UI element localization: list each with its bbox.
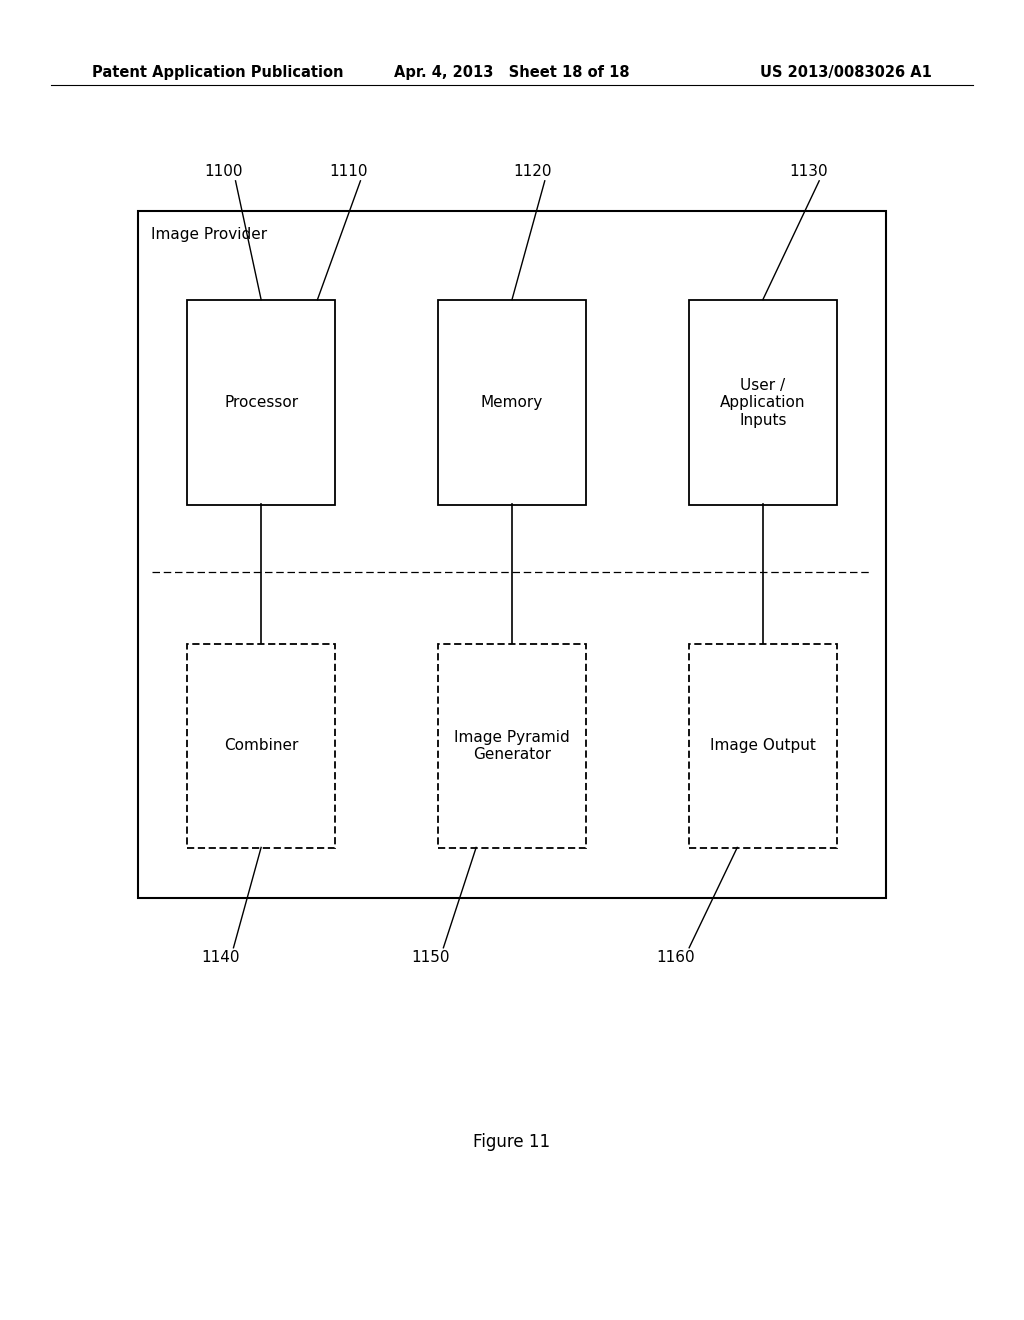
Text: Combiner: Combiner <box>224 738 298 754</box>
Text: Image Pyramid
Generator: Image Pyramid Generator <box>454 730 570 762</box>
Text: Processor: Processor <box>224 395 298 411</box>
Text: 1100: 1100 <box>204 164 243 180</box>
Text: Image Output: Image Output <box>710 738 816 754</box>
Bar <box>688 644 838 849</box>
Text: User /
Application
Inputs: User / Application Inputs <box>720 378 806 428</box>
Bar <box>186 644 336 849</box>
Text: 1140: 1140 <box>201 949 240 965</box>
Text: US 2013/0083026 A1: US 2013/0083026 A1 <box>760 65 932 79</box>
Text: Image Provider: Image Provider <box>151 227 266 242</box>
Text: Apr. 4, 2013   Sheet 18 of 18: Apr. 4, 2013 Sheet 18 of 18 <box>394 65 630 79</box>
Bar <box>186 301 336 506</box>
Bar <box>138 211 886 898</box>
Text: Memory: Memory <box>481 395 543 411</box>
Text: 1120: 1120 <box>513 164 552 180</box>
Text: Figure 11: Figure 11 <box>473 1133 551 1151</box>
Bar <box>438 301 586 506</box>
Bar <box>688 301 838 506</box>
Text: 1130: 1130 <box>790 164 828 180</box>
Text: 1110: 1110 <box>329 164 368 180</box>
Bar <box>438 644 586 849</box>
Text: Patent Application Publication: Patent Application Publication <box>92 65 344 79</box>
Text: 1150: 1150 <box>411 949 450 965</box>
Text: 1160: 1160 <box>656 949 695 965</box>
